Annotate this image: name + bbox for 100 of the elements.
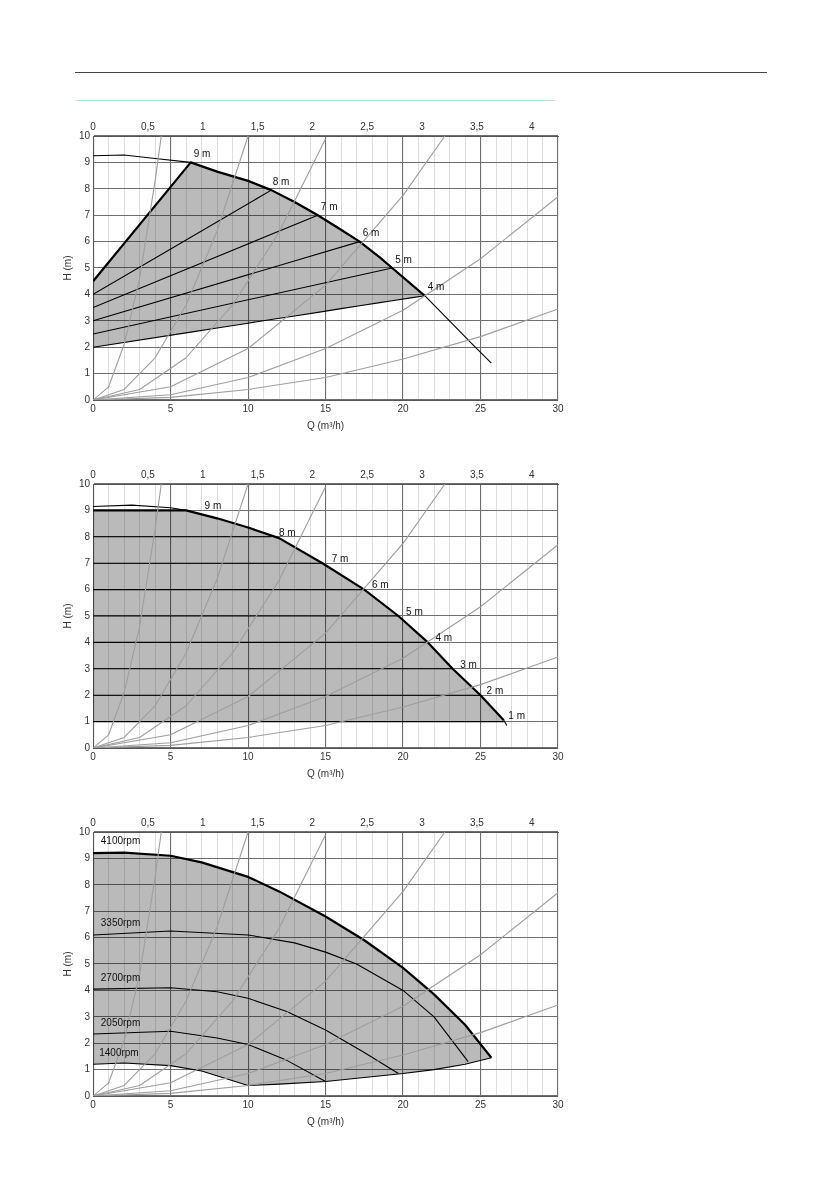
x-tick-label: 20 xyxy=(397,402,410,414)
y-tick-label: 3 xyxy=(84,314,91,326)
x2-tick-label: 2,5 xyxy=(360,816,375,828)
x-tick-label: 10 xyxy=(242,1098,255,1110)
y-axis-title: H (m) xyxy=(61,255,73,281)
x2-tick-label: 1,5 xyxy=(250,468,265,480)
x-tick-label: 25 xyxy=(474,750,487,762)
y-tick-label: 9 xyxy=(84,852,91,864)
y-tick-label: 9 xyxy=(84,156,91,168)
annotation: 8 m xyxy=(272,175,290,187)
y-tick-label: 4 xyxy=(84,636,91,648)
x-axis-title: Q (m³/h) xyxy=(306,767,345,779)
y-tick-label: 0 xyxy=(84,741,91,753)
x-tick-label: 10 xyxy=(242,402,255,414)
annotation: 3350rpm xyxy=(100,916,141,928)
x-tick-label: 20 xyxy=(397,750,410,762)
x2-tick-label: 2,5 xyxy=(360,468,375,480)
x2-tick-label: 3,5 xyxy=(469,468,485,480)
y-axis-title: H (m) xyxy=(61,603,73,629)
x2-tick-label: 1,5 xyxy=(250,816,265,828)
y-tick-label: 10 xyxy=(79,129,91,141)
x-tick-label: 15 xyxy=(320,1098,332,1110)
annotation: 8 m xyxy=(278,526,296,538)
x-axis-title: Q (m³/h) xyxy=(306,419,345,431)
y-tick-label: 8 xyxy=(84,182,91,194)
annotation: 7 m xyxy=(331,552,349,564)
x-tick-label: 30 xyxy=(552,402,564,414)
x2-tick-label: 4 xyxy=(528,816,535,828)
y-tick-label: 4 xyxy=(84,984,91,996)
y-tick-label: 10 xyxy=(79,477,91,489)
x-axis-title: Q (m³/h) xyxy=(306,1115,345,1127)
y-tick-label: 3 xyxy=(84,1010,91,1022)
x2-tick-label: 1,5 xyxy=(250,120,265,132)
x2-tick-label: 0,5 xyxy=(140,468,156,480)
x-tick-label: 30 xyxy=(552,1098,564,1110)
y-tick-label: 7 xyxy=(84,208,91,220)
y-tick-label: 5 xyxy=(84,957,91,969)
x2-tick-label: 0,5 xyxy=(140,816,156,828)
annotation: 4 m xyxy=(435,632,453,644)
x-tick-label: 5 xyxy=(167,750,174,762)
y-tick-label: 1 xyxy=(84,1063,91,1075)
x2-tick-label: 2 xyxy=(309,468,316,480)
annotation: 5 m xyxy=(395,253,412,265)
x2-tick-label: 1 xyxy=(199,120,206,132)
annotation: 7 m xyxy=(320,200,338,212)
annotation: 1 m xyxy=(508,709,525,721)
x2-tick-label: 3,5 xyxy=(469,816,485,828)
annotation: 4100rpm xyxy=(100,834,141,846)
annotation: 6 m xyxy=(371,579,389,591)
annotation: 2700rpm xyxy=(100,972,141,984)
annotation: 9 m xyxy=(193,148,211,160)
x-tick-label: 30 xyxy=(552,750,564,762)
x-tick-label: 10 xyxy=(242,750,255,762)
y-tick-label: 0 xyxy=(84,1089,91,1101)
annotation: 3 m xyxy=(460,658,477,670)
x2-tick-label: 1 xyxy=(199,468,206,480)
x2-tick-label: 2 xyxy=(309,816,316,828)
x2-tick-label: 4 xyxy=(528,468,535,480)
y-tick-label: 2 xyxy=(84,688,91,700)
x-tick-label: 25 xyxy=(474,1098,487,1110)
y-axis-title: H (m) xyxy=(61,951,73,977)
y-tick-label: 6 xyxy=(84,583,91,595)
y-tick-label: 6 xyxy=(84,235,91,247)
x2-tick-label: 0,5 xyxy=(140,120,156,132)
x2-tick-label: 2,5 xyxy=(360,120,375,132)
annotation: 4 m xyxy=(427,281,445,293)
y-tick-label: 0 xyxy=(84,393,91,405)
annotation: 6 m xyxy=(362,227,380,239)
y-tick-label: 1 xyxy=(84,367,91,379)
annotation: 9 m xyxy=(204,500,222,512)
y-tick-label: 2 xyxy=(84,340,91,352)
x2-tick-label: 3,5 xyxy=(469,120,485,132)
x2-tick-label: 1 xyxy=(199,816,206,828)
x-tick-label: 15 xyxy=(320,750,332,762)
annotation: 2 m xyxy=(486,684,504,696)
x-tick-label: 15 xyxy=(320,402,332,414)
y-tick-label: 10 xyxy=(79,825,91,837)
x2-tick-label: 3 xyxy=(419,120,426,132)
x-tick-label: 5 xyxy=(167,402,174,414)
y-tick-label: 3 xyxy=(84,662,91,674)
y-tick-label: 7 xyxy=(84,556,91,568)
x2-tick-label: 3 xyxy=(419,816,426,828)
y-tick-label: 5 xyxy=(84,609,91,621)
x-tick-label: 20 xyxy=(397,1098,410,1110)
y-tick-label: 9 xyxy=(84,504,91,516)
x2-tick-label: 3 xyxy=(419,468,426,480)
x2-tick-label: 4 xyxy=(528,120,535,132)
y-tick-label: 1 xyxy=(84,715,91,727)
y-tick-label: 7 xyxy=(84,904,91,916)
annotation: 1400rpm xyxy=(99,1047,139,1059)
x-tick-label: 5 xyxy=(167,1098,174,1110)
y-tick-label: 8 xyxy=(84,530,91,542)
x-tick-label: 25 xyxy=(474,402,487,414)
y-tick-label: 5 xyxy=(84,261,91,273)
y-tick-label: 8 xyxy=(84,878,91,890)
annotation: 2050rpm xyxy=(100,1017,141,1029)
y-tick-label: 4 xyxy=(84,288,91,300)
x2-tick-label: 2 xyxy=(309,120,316,132)
y-tick-label: 6 xyxy=(84,931,91,943)
y-tick-label: 2 xyxy=(84,1036,91,1048)
